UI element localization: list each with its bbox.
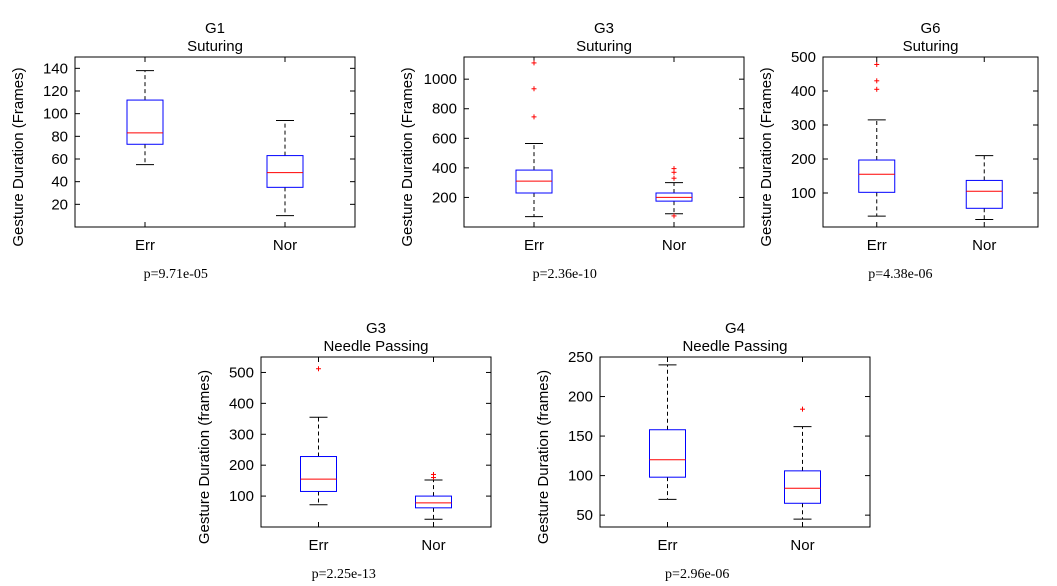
chart-subtitle: Suturing	[903, 38, 959, 55]
x-tick-label: Nor	[421, 537, 445, 554]
x-tick-label: Err	[658, 537, 678, 554]
iqr-box	[784, 470, 821, 504]
y-tick-label: 400	[229, 395, 254, 412]
box-nor	[266, 119, 304, 217]
y-tick-label: 100	[791, 185, 816, 202]
box-nor	[965, 155, 1003, 221]
p-value-label: p=2.96e-06	[665, 567, 729, 582]
outlier-marker	[800, 406, 805, 412]
y-tick-label: 120	[43, 83, 68, 100]
x-tick-label: Nor	[273, 237, 297, 254]
box-err	[649, 364, 686, 500]
y-tick-label: 100	[229, 488, 254, 505]
y-axis-label: Gesture Duration (Frames)	[758, 67, 775, 246]
y-tick-label: 40	[51, 174, 68, 191]
axes-frame	[260, 356, 492, 528]
axes-frame	[822, 56, 1039, 228]
y-axis-label: Gesture Duration (Frames)	[10, 67, 27, 246]
x-tick-label: Nor	[790, 537, 814, 554]
y-tick-label: 20	[51, 196, 68, 213]
y-tick-label: 400	[791, 83, 816, 100]
box-nor	[655, 166, 693, 219]
y-tick-label: 300	[229, 426, 254, 443]
x-tick-label: Err	[135, 237, 155, 254]
iqr-box	[300, 456, 337, 492]
outlier-marker	[671, 166, 677, 172]
chart-title: G4	[725, 320, 745, 337]
iqr-box	[858, 159, 896, 193]
x-tick-label: Nor	[972, 237, 996, 254]
outlier-marker	[874, 86, 880, 92]
y-tick-label: 600	[432, 130, 457, 147]
box-err	[858, 61, 896, 217]
chart-subtitle: Needle Passing	[682, 338, 787, 355]
y-tick-label: 200	[229, 457, 254, 474]
y-tick-label: 50	[576, 507, 593, 524]
box-err	[126, 70, 164, 166]
outlier-marker	[671, 213, 677, 219]
outlier-marker	[531, 60, 537, 66]
p-value-label: p=2.25e-13	[312, 567, 376, 582]
y-tick-label: 800	[432, 101, 457, 118]
y-axis-label: Gesture Duration (frames)	[535, 370, 552, 544]
outlier-marker	[431, 471, 436, 477]
iqr-box	[649, 429, 686, 478]
y-tick-label: 100	[568, 468, 593, 485]
axes-frame	[463, 56, 745, 228]
outlier-marker	[531, 86, 537, 92]
p-value-label: p=9.71e-05	[144, 267, 208, 282]
y-tick-label: 300	[791, 117, 816, 134]
y-tick-label: 400	[432, 160, 457, 177]
iqr-box	[266, 155, 304, 188]
p-value-label: p=4.38e-06	[868, 267, 932, 282]
y-tick-label: 60	[51, 151, 68, 168]
p-value-label: p=2.36e-10	[533, 267, 597, 282]
outlier-marker	[316, 366, 321, 372]
outlier-marker	[671, 175, 677, 181]
chart-title: G6	[920, 20, 940, 37]
iqr-box	[415, 495, 452, 509]
y-tick-label: 1000	[424, 71, 457, 88]
outlier-marker	[531, 114, 537, 120]
iqr-box	[126, 99, 164, 145]
x-tick-label: Err	[867, 237, 887, 254]
chart-title: G3	[594, 20, 614, 37]
y-axis-label: Gesture Duration (Frames)	[399, 67, 416, 246]
y-tick-label: 80	[51, 128, 68, 145]
x-tick-label: Nor	[662, 237, 686, 254]
chart-subtitle: Suturing	[187, 38, 243, 55]
x-tick-label: Err	[309, 537, 329, 554]
y-tick-label: 200	[791, 151, 816, 168]
axes-frame	[599, 356, 871, 528]
iqr-box	[965, 179, 1003, 209]
x-tick-label: Err	[524, 237, 544, 254]
outlier-marker	[874, 61, 880, 67]
outlier-marker	[874, 78, 880, 84]
y-tick-label: 200	[432, 189, 457, 206]
y-tick-label: 500	[791, 49, 816, 66]
box-nor	[784, 406, 821, 520]
chart-subtitle: Needle Passing	[323, 338, 428, 355]
y-axis-label: Gesture Duration (frames)	[196, 370, 213, 544]
axes-frame	[74, 56, 356, 228]
y-tick-label: 250	[568, 349, 593, 366]
box-err	[300, 366, 337, 506]
y-tick-label: 150	[568, 428, 593, 445]
box-nor	[415, 471, 452, 520]
box-err	[515, 60, 553, 218]
y-tick-label: 500	[229, 364, 254, 381]
chart-title: G1	[205, 20, 225, 37]
chart-subtitle: Suturing	[576, 38, 632, 55]
chart-title: G3	[366, 320, 386, 337]
y-tick-label: 100	[43, 106, 68, 123]
y-tick-label: 200	[568, 389, 593, 406]
y-tick-label: 140	[43, 60, 68, 77]
